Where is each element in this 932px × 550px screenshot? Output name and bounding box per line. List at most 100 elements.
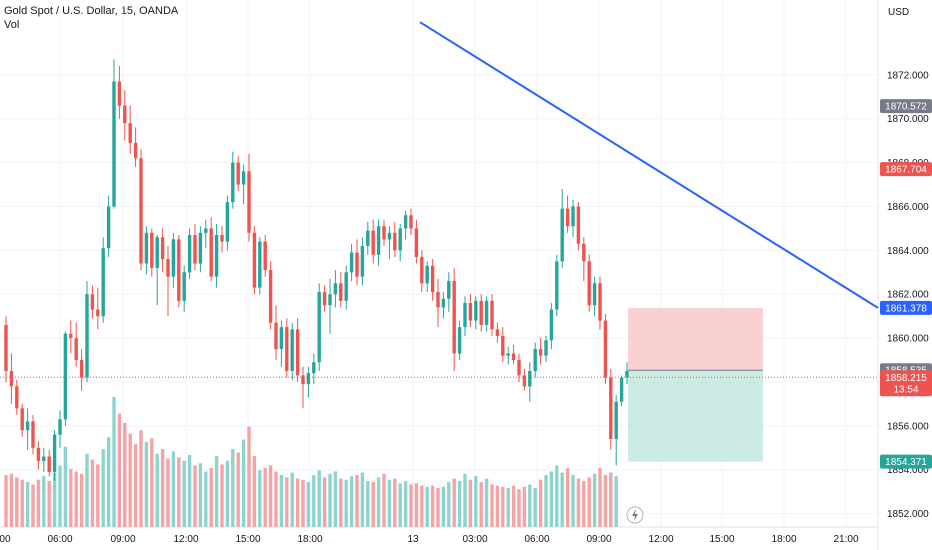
candle-body <box>587 261 591 306</box>
price-axis[interactable]: 1872.0001870.0001868.0001866.0001864.000… <box>887 7 929 520</box>
volume-bar <box>506 488 510 527</box>
candle-body <box>63 333 68 420</box>
volume-bar <box>301 479 305 527</box>
candle-body <box>79 360 84 378</box>
volume-bar <box>555 465 559 527</box>
volume-bar <box>403 480 408 527</box>
volume-bar <box>393 478 397 527</box>
candle-body <box>198 232 203 264</box>
volume-bar <box>187 454 192 527</box>
volume-bar <box>565 467 570 527</box>
time-tick-label: 03:00 <box>462 534 487 545</box>
volume-bar <box>290 472 294 527</box>
time-tick-label: 13 <box>407 534 419 545</box>
candle-body <box>90 294 95 310</box>
candle-body <box>193 234 197 264</box>
volume-bar <box>85 453 89 527</box>
candle-body <box>236 162 240 185</box>
volume-bar <box>366 480 370 527</box>
time-tick-label: 09:00 <box>586 534 611 545</box>
candle-body <box>333 283 338 295</box>
candle-body <box>339 283 343 301</box>
volume-bar <box>538 479 543 527</box>
candle-body <box>398 228 402 251</box>
volume-bar <box>436 488 440 527</box>
candle-body <box>117 81 122 106</box>
candle-body <box>571 206 575 227</box>
candle-body <box>517 360 521 376</box>
price-tag-gray <box>880 99 932 114</box>
volume-bar <box>517 489 521 527</box>
volume-bar <box>193 465 197 527</box>
volume-bar <box>36 479 41 527</box>
currency-label: USD <box>888 7 909 18</box>
volume-bar <box>268 465 273 527</box>
candle-body <box>306 373 311 385</box>
stop-loss-zone <box>628 307 763 371</box>
candle-body <box>603 320 608 378</box>
time-tick-label: 21:00 <box>833 534 858 545</box>
candle-body <box>371 230 375 255</box>
candle-body <box>360 245 365 277</box>
volume-bar <box>204 471 208 527</box>
candle-body <box>619 377 624 402</box>
candle-body <box>295 329 300 376</box>
candle-body <box>409 215 413 229</box>
time-axis[interactable]: 03:00 06:00 09:00 12:00 15:00 18:00 13 03:00 06:… <box>0 534 859 545</box>
volume-bar <box>376 477 381 527</box>
candle-body <box>598 283 602 321</box>
candle-body <box>474 300 478 321</box>
price-tag-label: 1858.215 <box>885 373 927 384</box>
volume-bar <box>306 482 311 527</box>
price-tick-label: 1862.000 <box>887 290 929 301</box>
candle-body <box>160 237 165 260</box>
candle-body <box>420 256 424 284</box>
time-tick-label: 12:00 <box>648 534 673 545</box>
volume-bar <box>398 483 402 527</box>
volume-bar <box>160 449 165 527</box>
candle-body <box>355 252 359 277</box>
candle-body <box>538 349 543 356</box>
candle-body <box>592 283 597 306</box>
candle-body <box>468 303 473 321</box>
candle-body <box>441 298 446 308</box>
candle-body <box>106 206 111 249</box>
volume-bar <box>220 464 224 527</box>
volume-bar <box>457 480 462 527</box>
volume-bar <box>592 473 597 527</box>
candle-body <box>150 232 154 268</box>
volume-bar <box>9 473 14 527</box>
price-tag-label: 1854.371 <box>885 457 927 468</box>
volume-bar <box>528 484 532 527</box>
volume-bar <box>409 484 413 527</box>
symbol-title[interactable]: Gold Spot / U.S. Dollar, 15, OANDA <box>4 5 179 17</box>
candle-body <box>101 248 105 317</box>
candle-body <box>20 408 24 431</box>
candle-body <box>166 259 170 277</box>
volume-bar <box>252 456 257 527</box>
candle-body <box>528 371 532 387</box>
volume-label[interactable]: Vol <box>4 19 20 31</box>
price-tick-label: 1872.000 <box>887 70 929 81</box>
candle-body <box>322 292 327 306</box>
volume-bar <box>447 482 451 527</box>
candle-body <box>522 375 527 387</box>
candle-body <box>9 371 14 387</box>
candle-body <box>214 234 219 277</box>
candle-body <box>565 208 570 227</box>
volume-bar <box>63 446 68 527</box>
volume-bar <box>339 478 343 527</box>
candle-body <box>393 232 397 251</box>
candle-body <box>425 265 429 284</box>
position-tool[interactable] <box>628 307 763 462</box>
candle-body <box>447 281 451 299</box>
candle-body <box>495 329 500 336</box>
candle-body <box>463 303 467 328</box>
candle-body <box>85 294 89 378</box>
candle-body <box>241 171 246 185</box>
price-tick-label: 1870.000 <box>887 114 929 125</box>
candle-body <box>25 421 30 431</box>
volume-bar <box>209 467 213 527</box>
candle-body <box>625 371 629 378</box>
